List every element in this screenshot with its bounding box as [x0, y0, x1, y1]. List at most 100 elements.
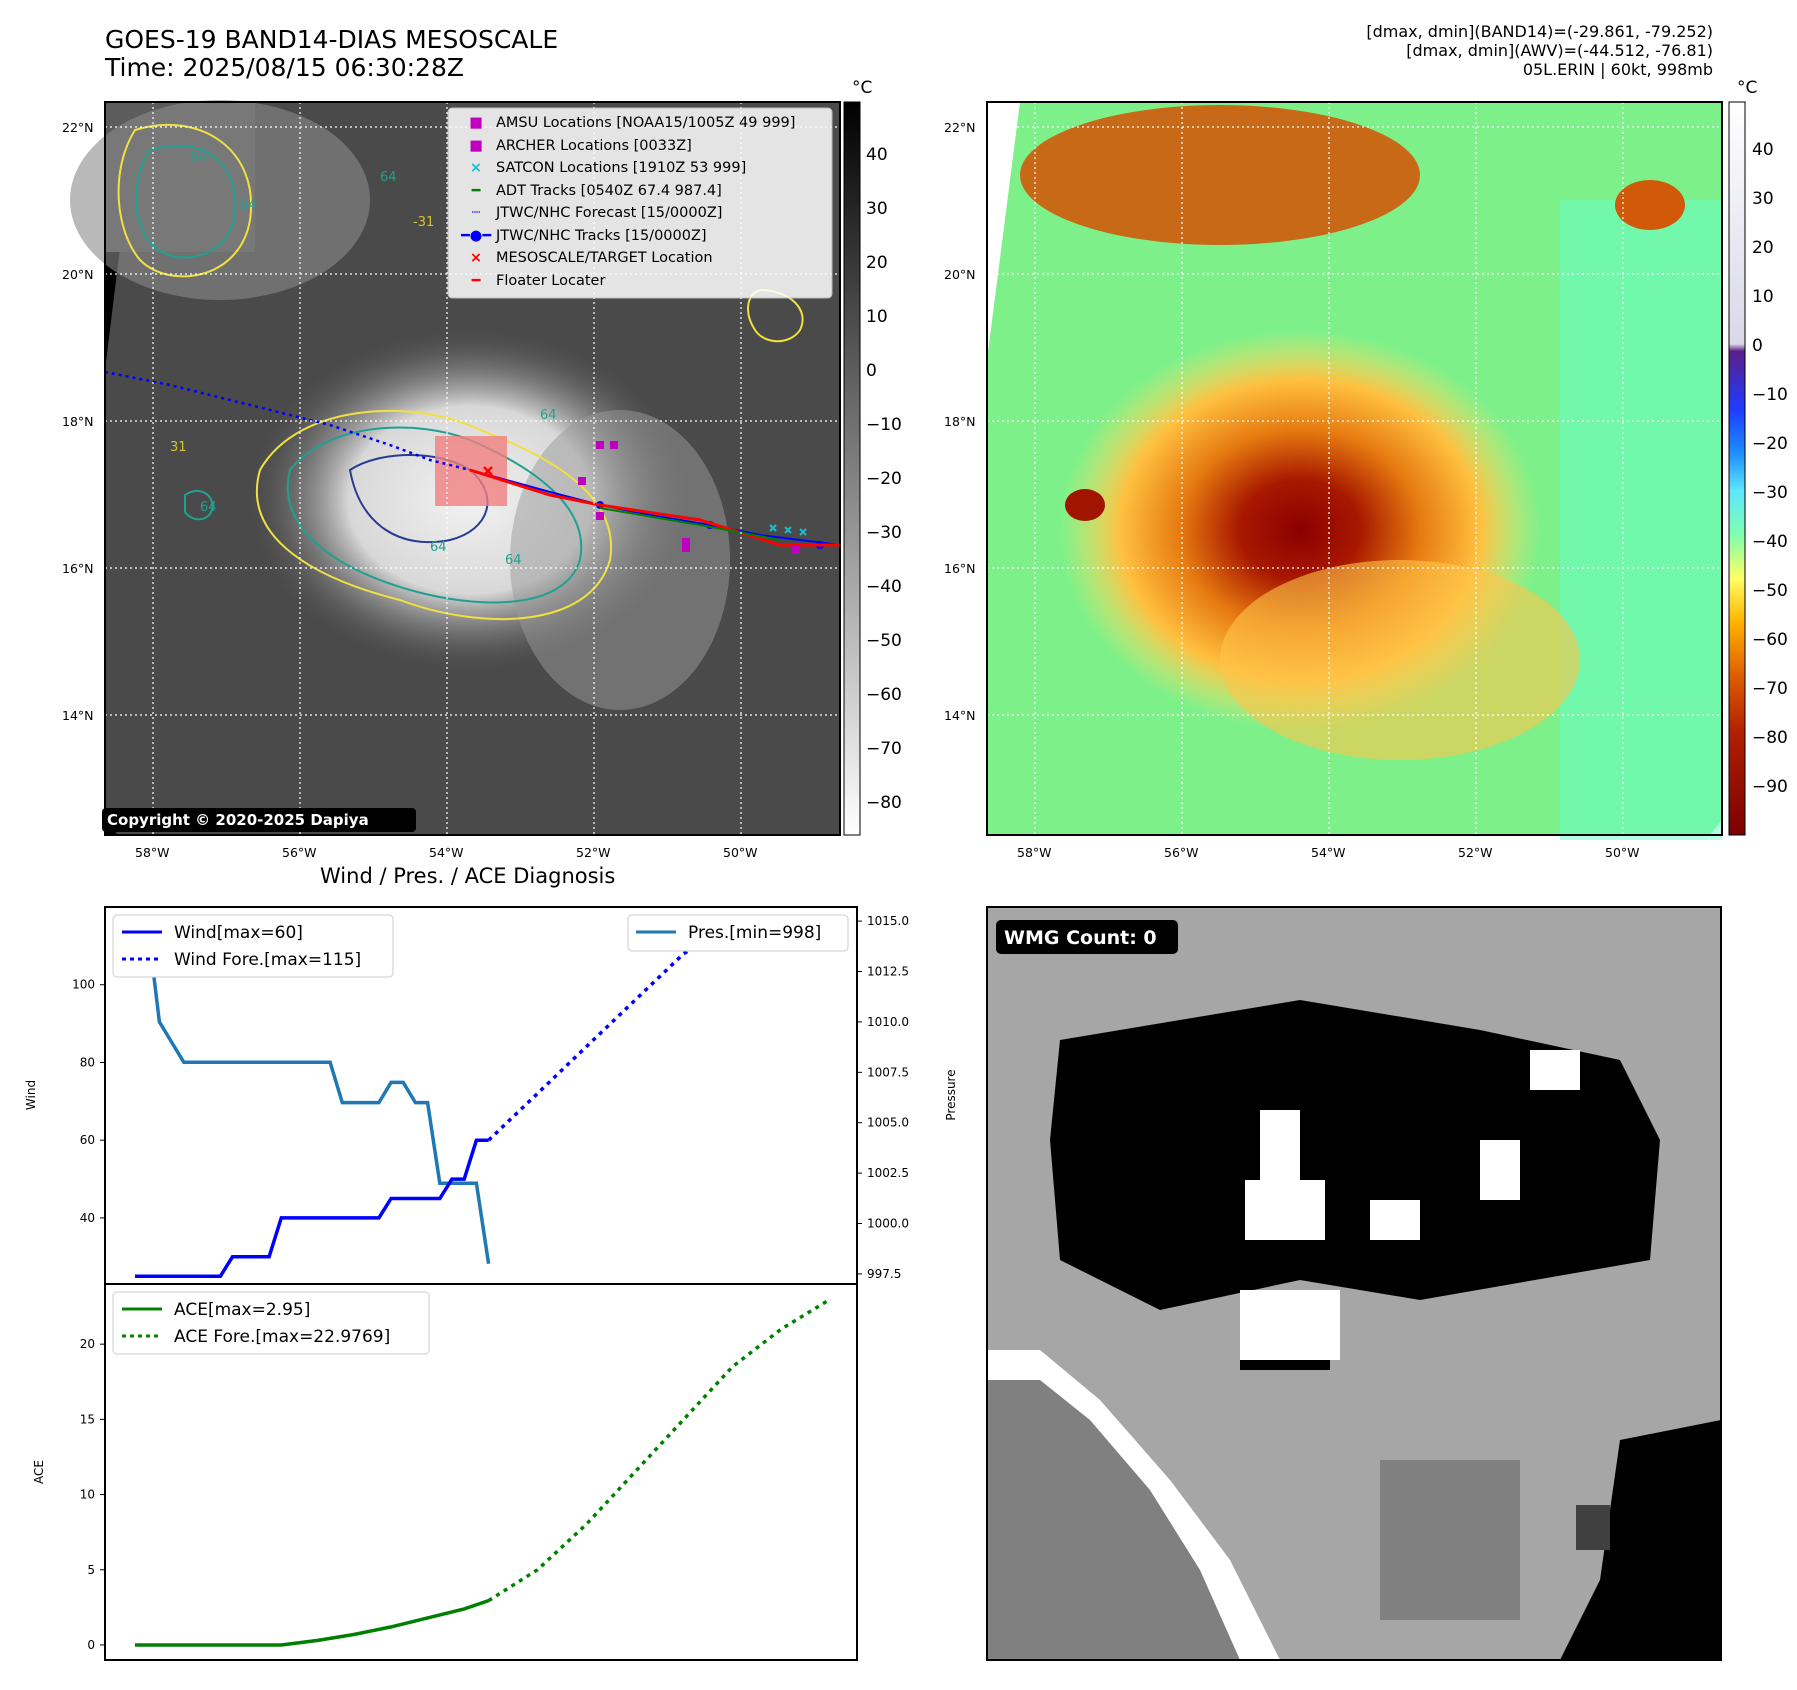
contour-label: 64 [240, 198, 257, 213]
diagnosis-title: Wind / Pres. / ACE Diagnosis [320, 864, 616, 888]
gray-colorbar-unit: °C [852, 78, 873, 98]
east-cell [1615, 180, 1685, 230]
color-cbar-tick: −60 [1752, 630, 1788, 650]
wmg-white-block [1530, 1050, 1580, 1090]
wmg-dark-region [987, 1380, 1240, 1660]
gray-cbar-tick: −60 [866, 685, 902, 705]
legend-label: SATCON Locations [1910Z 53 999] [496, 160, 747, 176]
ir-lat-20: 20°N [62, 267, 94, 282]
title-line-2: Time: 2025/08/15 06:30:28Z [105, 53, 464, 82]
ir-lat-16: 16°N [62, 561, 94, 576]
storm-info: 05L.ERIN | 60kt, 998mb [1522, 60, 1713, 79]
wind-axis-label: Wind [24, 1080, 38, 1110]
pressure-tick-label: 1015.0 [867, 914, 909, 928]
gray-cbar-tick: −80 [866, 793, 902, 813]
wmg-dark-cell [1576, 1505, 1610, 1550]
contour-label: 64 [190, 150, 207, 165]
amsu-archer-markers [578, 441, 800, 554]
wind-tick-label: 80 [80, 1055, 95, 1069]
ace-tick-label: 10 [80, 1488, 95, 1502]
wmg-white-block [1245, 1180, 1325, 1240]
ace-series [135, 1297, 831, 1647]
contour-label: 64 [430, 540, 447, 555]
pressure-tick-label: 1007.5 [867, 1065, 909, 1079]
legend-label: ARCHER Locations [0033Z] [496, 137, 692, 154]
contour-teal [287, 426, 583, 604]
pressure-tick-label: 1000.0 [867, 1217, 909, 1231]
ir-lon-54: 54°W [429, 845, 464, 860]
gray-cbar-tick: −70 [866, 739, 902, 759]
ace-tick-label: 0 [87, 1638, 95, 1652]
en-lon-58: 58°W [1017, 845, 1052, 860]
pressure-line [135, 919, 491, 1265]
wmg-border [986, 906, 1722, 1661]
legend-item: ┈ JTWC/NHC Forecast [15/0000Z] [471, 205, 723, 221]
ir-lat-22: 22°N [62, 120, 94, 135]
enhanced-ir-border [986, 101, 1723, 836]
color-colorbar [1728, 101, 1746, 836]
ace-forecast-line [487, 1297, 831, 1603]
wind-forecast-line [487, 924, 831, 1142]
ir-lat-14: 14°N [62, 708, 94, 723]
contour-small-cell [184, 490, 214, 521]
legend-item: ■ ARCHER Locations [0033Z] [469, 137, 692, 154]
color-cbar-tick: −70 [1752, 679, 1788, 699]
pressure-tick-label: 1010.0 [867, 1015, 909, 1029]
ir-lon-56: 56°W [282, 845, 317, 860]
legend-pressure: Pres.[min=998] [688, 923, 821, 943]
legend-ace: ACE[max=2.95] [174, 1300, 310, 1320]
legend-item: ━●━ JTWC/NHC Tracks [15/0000Z] [460, 227, 707, 244]
ace-legend: ACE[max=2.95] ACE Fore.[max=22.9769] [112, 1291, 430, 1355]
legend-item: ■ AMSU Locations [NOAA15/1005Z 49 999] [469, 115, 796, 131]
color-cbar-tick: −20 [1752, 434, 1788, 454]
north-cloud-cold [1020, 105, 1420, 245]
en-lat-22: 22°N [944, 120, 976, 135]
stats-block: [dmax, dmin](BAND14)=(-29.861, -79.252) … [1366, 22, 1713, 79]
legend-item: × MESOSCALE/TARGET Location [469, 250, 713, 266]
color-cbar-tick: −40 [1752, 532, 1788, 552]
legend-ace-fore: ACE Fore.[max=22.9769] [174, 1327, 390, 1347]
gray-cbar-tick: −20 [866, 469, 902, 489]
wmg-gray-block [1380, 1460, 1520, 1620]
gray-cbar-tick: 30 [866, 199, 888, 219]
pressure-tick-label: 1005.0 [867, 1116, 909, 1130]
legend-item: × SATCON Locations [1910Z 53 999] [469, 160, 747, 176]
color-cbar-tick: −50 [1752, 581, 1788, 601]
contour-yellow [255, 409, 613, 621]
en-lon-56: 56°W [1164, 845, 1199, 860]
contour-north-yellow [117, 123, 253, 278]
gray-cbar-tick: −40 [866, 577, 902, 597]
wind-tick-label: 60 [80, 1133, 95, 1147]
legend-item: ━ ADT Tracks [0540Z 67.4 987.4] [471, 182, 722, 199]
legend-item: ━ Floater Locater [471, 272, 606, 289]
legend-wind-fore: Wind Fore.[max=115] [174, 950, 361, 970]
color-cbar-tick: −10 [1752, 385, 1788, 405]
ir-map-svg [70, 100, 1746, 840]
contour-label: -31 [413, 215, 435, 230]
wind-line [135, 1138, 489, 1278]
legend-label: JTWC/NHC Tracks [15/0000Z] [496, 227, 707, 244]
satcon-markers [769, 524, 807, 536]
spiral-band [510, 410, 730, 710]
copyright-box [102, 808, 416, 832]
wmg-white-block [1260, 1110, 1300, 1180]
pressure-tick-label: 997.5 [867, 1267, 901, 1281]
en-lat-16: 16°N [944, 561, 976, 576]
color-colorbar-unit: °C [1737, 78, 1758, 98]
legend-label: JTWC/NHC Forecast [15/0000Z] [496, 205, 723, 221]
contour-east-yellow [747, 288, 804, 343]
color-cbar-tick: −30 [1752, 483, 1788, 503]
pressure-legend: Pres.[min=998] [627, 914, 849, 952]
mesoscale-target-marker [483, 466, 493, 476]
color-cbar-tick: 40 [1752, 140, 1774, 160]
gray-cbar-tick: −50 [866, 631, 902, 651]
color-cbar-tick: −80 [1752, 728, 1788, 748]
color-cbar-tick: 30 [1752, 189, 1774, 209]
diagnosis-chart: Wind Pressure ACE Wind[max=60] Wind Fore… [24, 906, 958, 1661]
gray-cbar-tick: 0 [866, 361, 877, 381]
wmg-black-corner [1560, 1420, 1721, 1660]
gray-cbar-tick: 10 [866, 307, 888, 327]
color-cbar-tick: 10 [1752, 287, 1774, 307]
wind-pressure-series [135, 919, 831, 1278]
contour-navy [348, 454, 489, 544]
